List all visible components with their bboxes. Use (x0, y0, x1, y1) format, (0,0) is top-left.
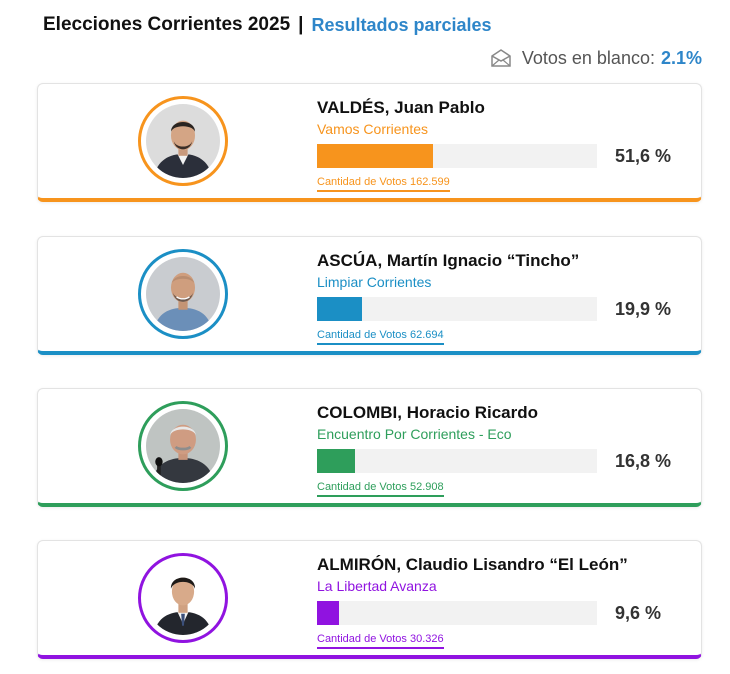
title-separator: | (298, 14, 304, 35)
candidate-party: Encuentro Por Corrientes - Eco (317, 426, 512, 442)
candidate-avatar (138, 401, 228, 491)
candidate-party: La Libertad Avanza (317, 578, 437, 594)
candidate-percentage: 51,6 % (615, 146, 672, 166)
candidate-name: COLOMBI, Horacio Ricardo (317, 403, 539, 422)
person-photo-icon (146, 409, 220, 483)
candidate-votes-link[interactable]: Cantidad de Votos 30.326 (317, 633, 444, 649)
envelope-icon (491, 49, 511, 67)
person-photo-icon (146, 257, 220, 331)
candidate-votes-link[interactable]: Cantidad de Votos 52.908 (317, 481, 444, 497)
candidate-votes-link[interactable]: Cantidad de Votos 62.694 (317, 329, 444, 345)
candidate-card: COLOMBI, Horacio Ricardo Encuentro Por C… (37, 388, 702, 507)
blank-votes-value: 2.1% (660, 47, 702, 68)
page-subtitle: Resultados parciales (311, 14, 492, 35)
candidate-card: ASCÚA, Martín Ignacio “Tincho” Limpiar C… (37, 236, 702, 355)
person-photo-icon (146, 104, 220, 178)
candidate-avatar (138, 553, 228, 643)
vote-bar-fill (317, 144, 433, 168)
candidate-card: ALMIRÓN, Claudio Lisandro “El León” La L… (37, 540, 702, 659)
candidate-name: ASCÚA, Martín Ignacio “Tincho” (317, 251, 580, 270)
blank-votes: Votos en blanco: 2.1% (490, 46, 702, 70)
candidate-name: ALMIRÓN, Claudio Lisandro “El León” (317, 555, 628, 574)
vote-bar-track (317, 601, 597, 625)
candidate-name: VALDÉS, Juan Pablo (317, 98, 485, 117)
candidate-party: Vamos Corrientes (317, 121, 429, 137)
candidate-avatar (138, 96, 228, 186)
vote-bar-fill (317, 297, 362, 321)
results-header: Elecciones Corrientes 2025 | Resultados … (43, 12, 492, 38)
candidate-avatar (138, 249, 228, 339)
candidate-card: VALDÉS, Juan Pablo Vamos Corrientes 51,6… (37, 83, 702, 202)
blank-votes-label: Votos en blanco: (521, 47, 655, 68)
vote-bar-track (317, 449, 597, 473)
person-photo-icon (146, 561, 220, 635)
candidate-party: Limpiar Corrientes (317, 274, 432, 290)
vote-bar-fill (317, 601, 339, 625)
vote-bar-track (317, 297, 597, 321)
vote-bar-track (317, 144, 597, 168)
candidate-percentage: 16,8 % (615, 451, 672, 471)
candidate-percentage: 19,9 % (615, 299, 672, 319)
candidate-votes-link[interactable]: Cantidad de Votos 162.599 (317, 176, 450, 192)
page-title: Elecciones Corrientes 2025 (43, 14, 291, 35)
vote-bar-fill (317, 449, 355, 473)
candidate-percentage: 9,6 % (615, 603, 662, 623)
